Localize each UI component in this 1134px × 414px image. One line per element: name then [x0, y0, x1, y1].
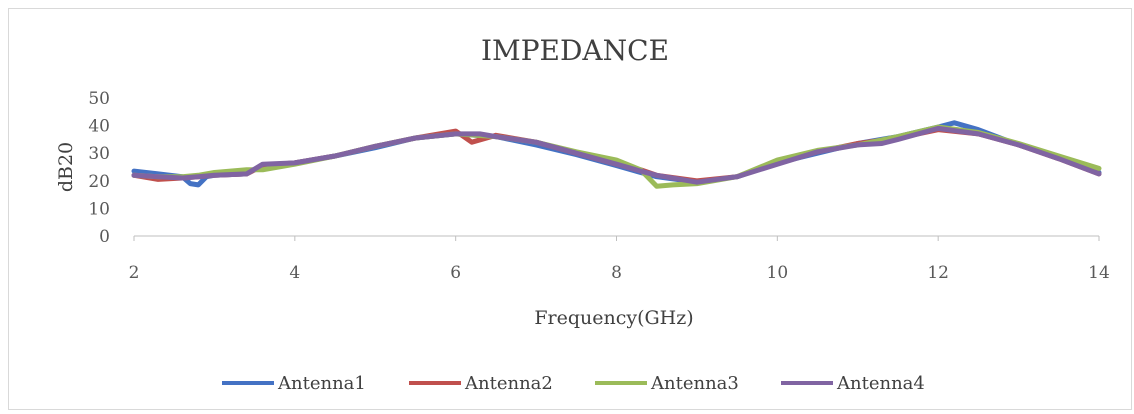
y-tick-label: 50 [88, 89, 110, 109]
series-line-antenna3 [131, 124, 1102, 189]
series-layer [131, 120, 1102, 189]
legend-label-antenna3: Antenna3 [650, 373, 739, 394]
x-tick-label: 4 [289, 263, 300, 283]
legend: Antenna1 Antenna2 Antenna3 Antenna4 [222, 373, 925, 394]
x-axis-label: Frequency(GHz) [534, 307, 693, 329]
y-axis-label: dB20 [55, 142, 77, 192]
legend-label-antenna1: Antenna1 [277, 373, 366, 394]
x-tick-label: 6 [450, 263, 461, 283]
x-tick-label: 8 [611, 263, 622, 283]
x-tick-label: 12 [927, 263, 949, 283]
axes: 0 10 20 30 40 50 2 4 6 8 10 12 14 [88, 89, 1109, 283]
x-tick-label: 10 [767, 263, 789, 283]
y-tick-label: 0 [99, 227, 110, 247]
x-tick-label: 14 [1088, 263, 1110, 283]
chart-frame [8, 8, 1132, 410]
legend-label-antenna4: Antenna4 [836, 373, 925, 394]
x-tick-label: 2 [129, 263, 140, 283]
y-tick-label: 40 [88, 117, 110, 137]
y-tick-label: 20 [88, 172, 110, 192]
y-tick-label: 10 [88, 199, 110, 219]
series-line-antenna2 [131, 127, 1102, 184]
series-line-antenna4 [131, 125, 1102, 185]
y-tick-label: 30 [88, 144, 110, 164]
chart-title: IMPEDANCE [481, 34, 669, 67]
legend-label-antenna2: Antenna2 [464, 373, 553, 394]
